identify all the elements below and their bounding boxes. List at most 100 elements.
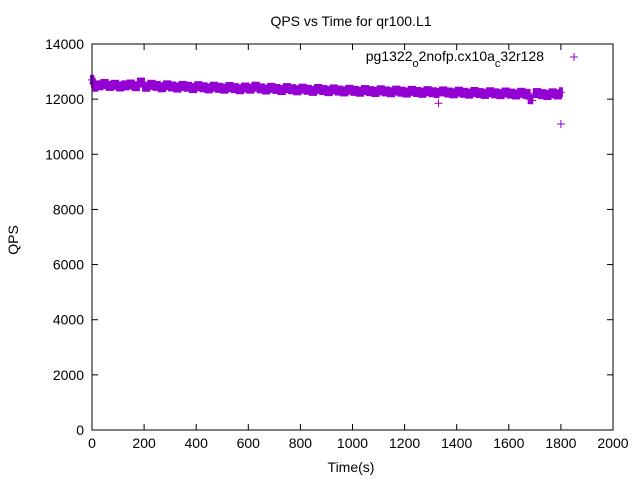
legend-label-part: o [412,58,418,70]
y-axis-label: QPS [5,225,21,255]
x-tick-label: 1600 [493,435,524,451]
data-band-segment [371,86,380,97]
y-tick-label: 6000 [53,257,84,273]
data-band-segment [126,79,135,90]
data-band-segment [246,83,255,94]
data-band-segment [423,86,432,97]
data-band-segment [199,82,208,93]
data-band-segment [95,80,104,91]
data-band-segment [298,83,307,94]
data-band-segment [142,81,151,92]
data-point [528,96,537,105]
data-band-segment [121,80,130,91]
data-band-segment [215,82,224,93]
data-band-segment [241,82,250,93]
data-band-segment [209,81,219,92]
data-band-segment [558,87,563,98]
data-band-segment [454,86,463,97]
data-band-segment [183,81,192,92]
data-band-segment [168,81,177,92]
data-band-segment [105,80,114,91]
x-tick-label: 600 [237,435,261,451]
data-band-segment [444,87,453,98]
data-band-segment [324,86,333,97]
legend-label-part: 2nofp.cx10a [419,48,495,64]
data-band-segment [512,89,521,100]
data-band-segment [355,86,364,97]
data-band-segment [543,90,552,101]
data-band-segment [287,84,297,95]
data-band-segment [491,88,500,99]
data-band-segment [553,89,562,100]
data-band-segment [386,87,396,98]
data-band-segment [334,85,344,96]
data-band-segment [517,87,526,98]
data-band-segment [204,83,213,94]
data-band-segment [376,85,385,96]
data-band-segment [496,89,505,100]
data-band-segment [110,79,120,90]
data-band-segment [407,85,417,96]
data-points [88,74,565,128]
data-band-segment [277,85,286,96]
legend-label: pg1322o2nofp.cx10ac32r128 [366,48,544,70]
axis-ticks: 0 200 400 600 800 1000 1200 1400 1600 1800 2000 0 20… [45,36,629,451]
data-band-segment [116,81,125,92]
data-band-segment [136,77,146,88]
data-band-segment [501,87,510,98]
legend-label-part: 32r128 [500,48,544,64]
data-band-segment [225,82,234,93]
data-band-segment [178,80,187,91]
data-band-segment [251,81,260,92]
data-band-segment [397,86,406,97]
data-band-segment [465,88,474,99]
data-band-segment [433,88,440,99]
legend-label-part: pg1322 [366,48,413,64]
data-band-segment [188,83,198,94]
y-tick-label: 2000 [53,367,84,383]
data-band-segment [303,84,312,95]
data-band-segment [366,86,375,97]
y-tick-label: 0 [76,422,84,438]
data-band-segment [506,88,516,99]
data-band-segment [459,87,469,98]
data-band-segment [480,88,489,99]
data-band-segment [527,94,534,105]
data-band-segment [131,81,140,92]
data-band-segment [293,85,302,96]
y-tick-label: 10000 [45,146,84,162]
y-tick-label: 14000 [45,36,84,52]
data-band-segment [428,87,437,98]
x-tick-label: 1400 [441,435,472,451]
data-band-segment [418,87,427,98]
x-tick-label: 800 [289,435,313,451]
x-tick-label: 0 [88,435,96,451]
x-tick-label: 1000 [337,435,368,451]
data-band-segment [413,86,422,97]
data-band-segment [475,88,484,99]
data-band-segment [157,82,166,93]
y-tick-label: 4000 [53,312,84,328]
data-band-segment [449,88,458,99]
data-band-segment [360,85,370,96]
x-tick-label: 400 [185,435,209,451]
data-band-segment [173,82,182,93]
x-axis-label: Time(s) [328,459,375,475]
data-band-segment [381,86,390,97]
data-band-segment [314,83,323,94]
data-band-segment [470,86,479,97]
data-band-segment [548,88,557,99]
x-tick-label: 1200 [389,435,420,451]
x-tick-label: 200 [132,435,156,451]
legend-marker-plus [570,53,578,61]
data-band-segment [340,86,349,97]
data-band-segment [235,84,245,95]
data-band-segment [522,88,531,99]
data-band-segment [272,83,281,94]
x-tick-label: 1800 [545,435,576,451]
data-band-segment [100,78,109,89]
x-tick-label: 2000 [597,435,628,451]
data-band-segment [485,87,495,98]
data-band-segment [152,80,161,91]
data-band-segment [220,83,229,94]
